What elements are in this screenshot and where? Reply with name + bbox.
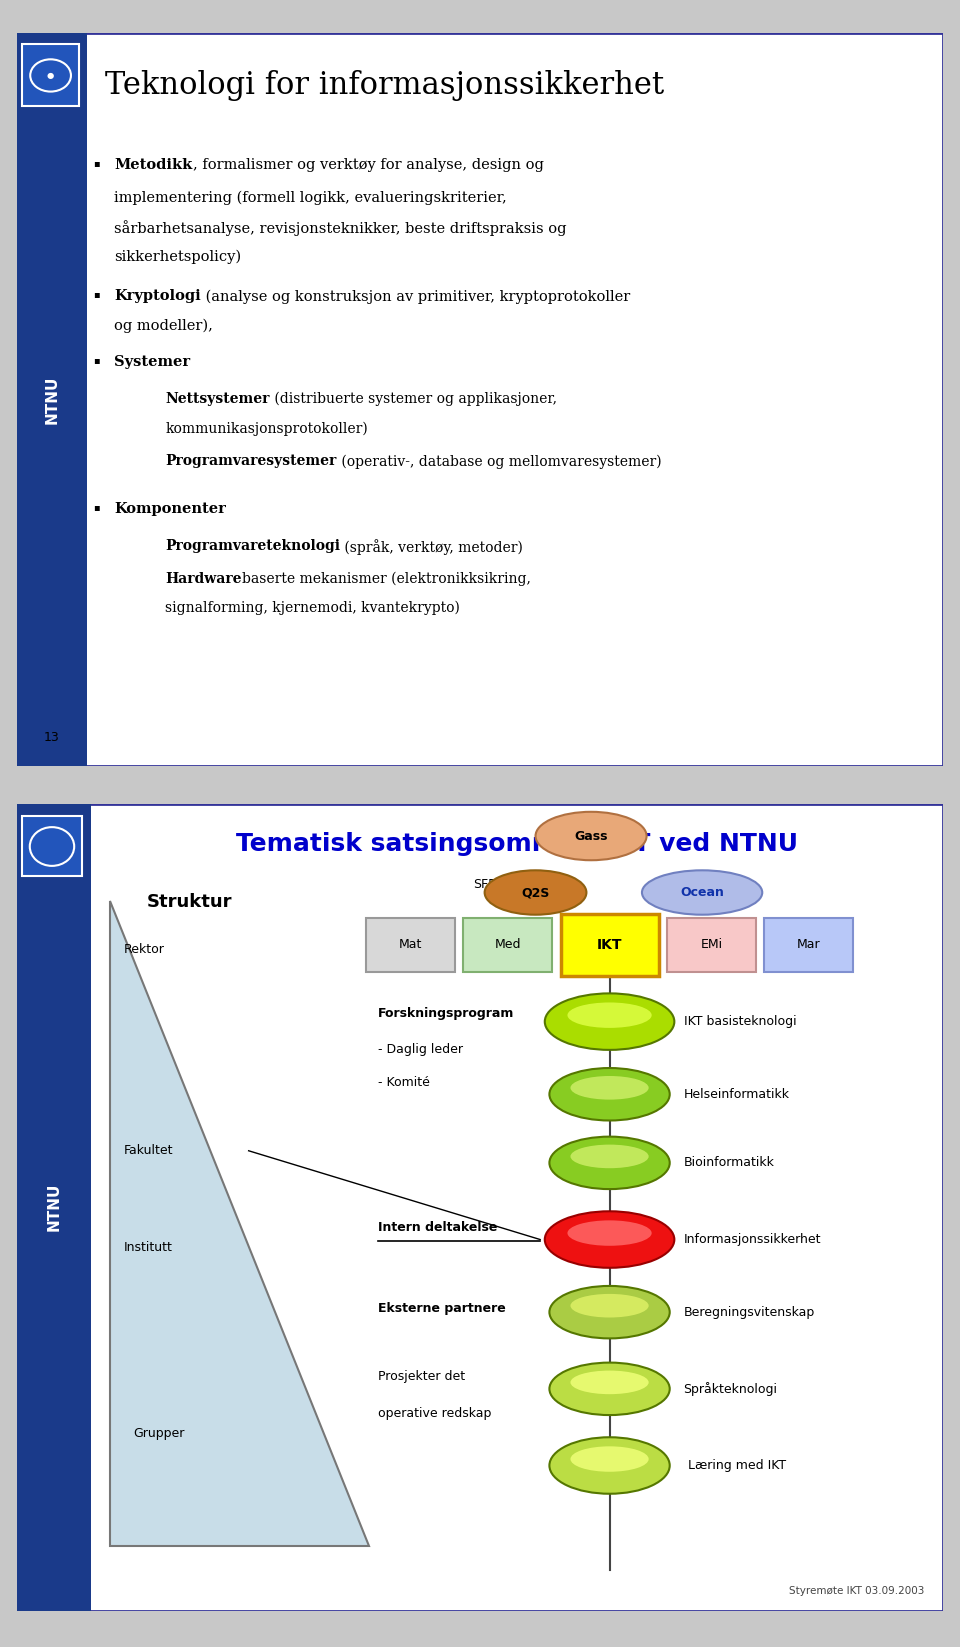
Text: Mat: Mat xyxy=(399,939,422,952)
FancyBboxPatch shape xyxy=(22,815,82,876)
Text: EMi: EMi xyxy=(700,939,723,952)
Text: (språk, verktøy, metoder): (språk, verktøy, metoder) xyxy=(341,539,523,555)
Ellipse shape xyxy=(549,1438,670,1494)
Text: Q2S: Q2S xyxy=(521,886,550,899)
Text: implementering (formell logikk, evalueringskriterier,: implementering (formell logikk, evalueri… xyxy=(114,191,507,204)
Text: (distribuerte systemer og applikasjoner,: (distribuerte systemer og applikasjoner, xyxy=(270,392,557,407)
Text: IKT basisteknologi: IKT basisteknologi xyxy=(684,1015,796,1028)
FancyBboxPatch shape xyxy=(764,919,852,972)
Text: Helseinformatikk: Helseinformatikk xyxy=(684,1087,789,1100)
Text: IKT: IKT xyxy=(597,937,622,952)
Text: ●: ● xyxy=(47,71,54,81)
Ellipse shape xyxy=(549,1067,670,1120)
Ellipse shape xyxy=(549,1136,670,1189)
Text: sikkerhetspolicy): sikkerhetspolicy) xyxy=(114,249,242,264)
Text: Fakultet: Fakultet xyxy=(124,1145,173,1158)
Text: Prosjekter det: Prosjekter det xyxy=(378,1370,466,1383)
FancyBboxPatch shape xyxy=(464,919,552,972)
Ellipse shape xyxy=(485,870,587,914)
Text: Mar: Mar xyxy=(797,939,821,952)
Ellipse shape xyxy=(567,1003,652,1028)
Text: - Daglig leder: - Daglig leder xyxy=(378,1044,464,1056)
Text: Programvareteknologi: Programvareteknologi xyxy=(165,539,341,553)
Ellipse shape xyxy=(570,1145,649,1168)
Text: Struktur: Struktur xyxy=(147,893,232,911)
Text: sårbarhetsanalyse, revisjonsteknikker, beste driftspraksis og: sårbarhetsanalyse, revisjonsteknikker, b… xyxy=(114,219,567,236)
Text: kommunikasjonsprotokoller): kommunikasjonsprotokoller) xyxy=(165,422,368,436)
Text: Forskningsprogram: Forskningsprogram xyxy=(378,1006,515,1019)
Ellipse shape xyxy=(544,1211,674,1268)
FancyBboxPatch shape xyxy=(561,914,659,975)
Text: Læring med IKT: Læring med IKT xyxy=(684,1459,785,1472)
Text: Metodikk: Metodikk xyxy=(114,158,193,171)
FancyBboxPatch shape xyxy=(667,919,756,972)
FancyBboxPatch shape xyxy=(17,804,943,1611)
Text: Komponenter: Komponenter xyxy=(114,502,227,516)
Text: ▪: ▪ xyxy=(92,356,99,366)
Text: Gass: Gass xyxy=(574,830,608,843)
Ellipse shape xyxy=(549,1362,670,1415)
FancyBboxPatch shape xyxy=(22,44,80,105)
Ellipse shape xyxy=(570,1075,649,1100)
Text: Styremøte IKT 03.09.2003: Styremøte IKT 03.09.2003 xyxy=(789,1586,924,1596)
Circle shape xyxy=(30,59,71,92)
Text: signalforming, kjernemodi, kvantekrypto): signalforming, kjernemodi, kvantekrypto) xyxy=(165,601,460,616)
FancyBboxPatch shape xyxy=(366,919,455,972)
Text: Med: Med xyxy=(494,939,521,952)
Text: Nettsystemer: Nettsystemer xyxy=(165,392,270,407)
Text: (operativ-, database og mellomvaresystemer): (operativ-, database og mellomvaresystem… xyxy=(337,455,661,469)
Ellipse shape xyxy=(642,870,762,914)
Text: Språkteknologi: Språkteknologi xyxy=(684,1382,778,1395)
Ellipse shape xyxy=(544,993,674,1049)
Text: og modeller),: og modeller), xyxy=(114,320,213,333)
Text: ▪: ▪ xyxy=(92,158,99,168)
Text: , formalismer og verktøy for analyse, design og: , formalismer og verktøy for analyse, de… xyxy=(193,158,543,171)
Circle shape xyxy=(30,827,74,866)
Text: baserte mekanismer (elektronikksikring,: baserte mekanismer (elektronikksikring, xyxy=(242,572,531,586)
Text: Bioinformatikk: Bioinformatikk xyxy=(684,1156,775,1169)
Text: Tematisk satsingsområde IKT ved NTNU: Tematisk satsingsområde IKT ved NTNU xyxy=(236,828,798,856)
Text: 13: 13 xyxy=(44,731,60,744)
FancyBboxPatch shape xyxy=(17,33,943,766)
Text: ▪: ▪ xyxy=(92,502,99,512)
Text: Programvaresystemer: Programvaresystemer xyxy=(165,455,337,468)
Text: Systemer: Systemer xyxy=(114,356,191,369)
Text: Hardware: Hardware xyxy=(165,572,242,586)
FancyBboxPatch shape xyxy=(17,33,86,766)
Text: ▪: ▪ xyxy=(92,290,99,300)
Ellipse shape xyxy=(567,1220,652,1245)
Text: operative redskap: operative redskap xyxy=(378,1407,492,1420)
FancyBboxPatch shape xyxy=(17,804,91,1611)
Text: Teknologi for informasjonssikkerhet: Teknologi for informasjonssikkerhet xyxy=(106,69,664,100)
Ellipse shape xyxy=(549,1286,670,1339)
Text: SFF/SUP: SFF/SUP xyxy=(473,878,524,891)
Text: Beregningsvitenskap: Beregningsvitenskap xyxy=(684,1306,815,1319)
Text: (analyse og konstruksjon av primitiver, kryptoprotokoller: (analyse og konstruksjon av primitiver, … xyxy=(202,290,631,303)
Ellipse shape xyxy=(570,1295,649,1318)
Text: Grupper: Grupper xyxy=(132,1426,184,1439)
Text: Eksterne partnere: Eksterne partnere xyxy=(378,1301,506,1314)
Text: Ocean: Ocean xyxy=(681,886,724,899)
Text: Institutt: Institutt xyxy=(124,1242,173,1253)
Text: Rektor: Rektor xyxy=(124,942,164,955)
Text: - Komité: - Komité xyxy=(378,1075,430,1089)
Text: Intern deltakelse: Intern deltakelse xyxy=(378,1220,497,1234)
Ellipse shape xyxy=(570,1370,649,1393)
Text: NTNU: NTNU xyxy=(47,1183,61,1232)
Ellipse shape xyxy=(570,1446,649,1472)
Ellipse shape xyxy=(536,812,647,860)
Text: Informasjonssikkerhet: Informasjonssikkerhet xyxy=(684,1234,821,1247)
Text: Kryptologi: Kryptologi xyxy=(114,290,202,303)
Text: NTNU: NTNU xyxy=(44,376,60,423)
Polygon shape xyxy=(109,901,369,1547)
